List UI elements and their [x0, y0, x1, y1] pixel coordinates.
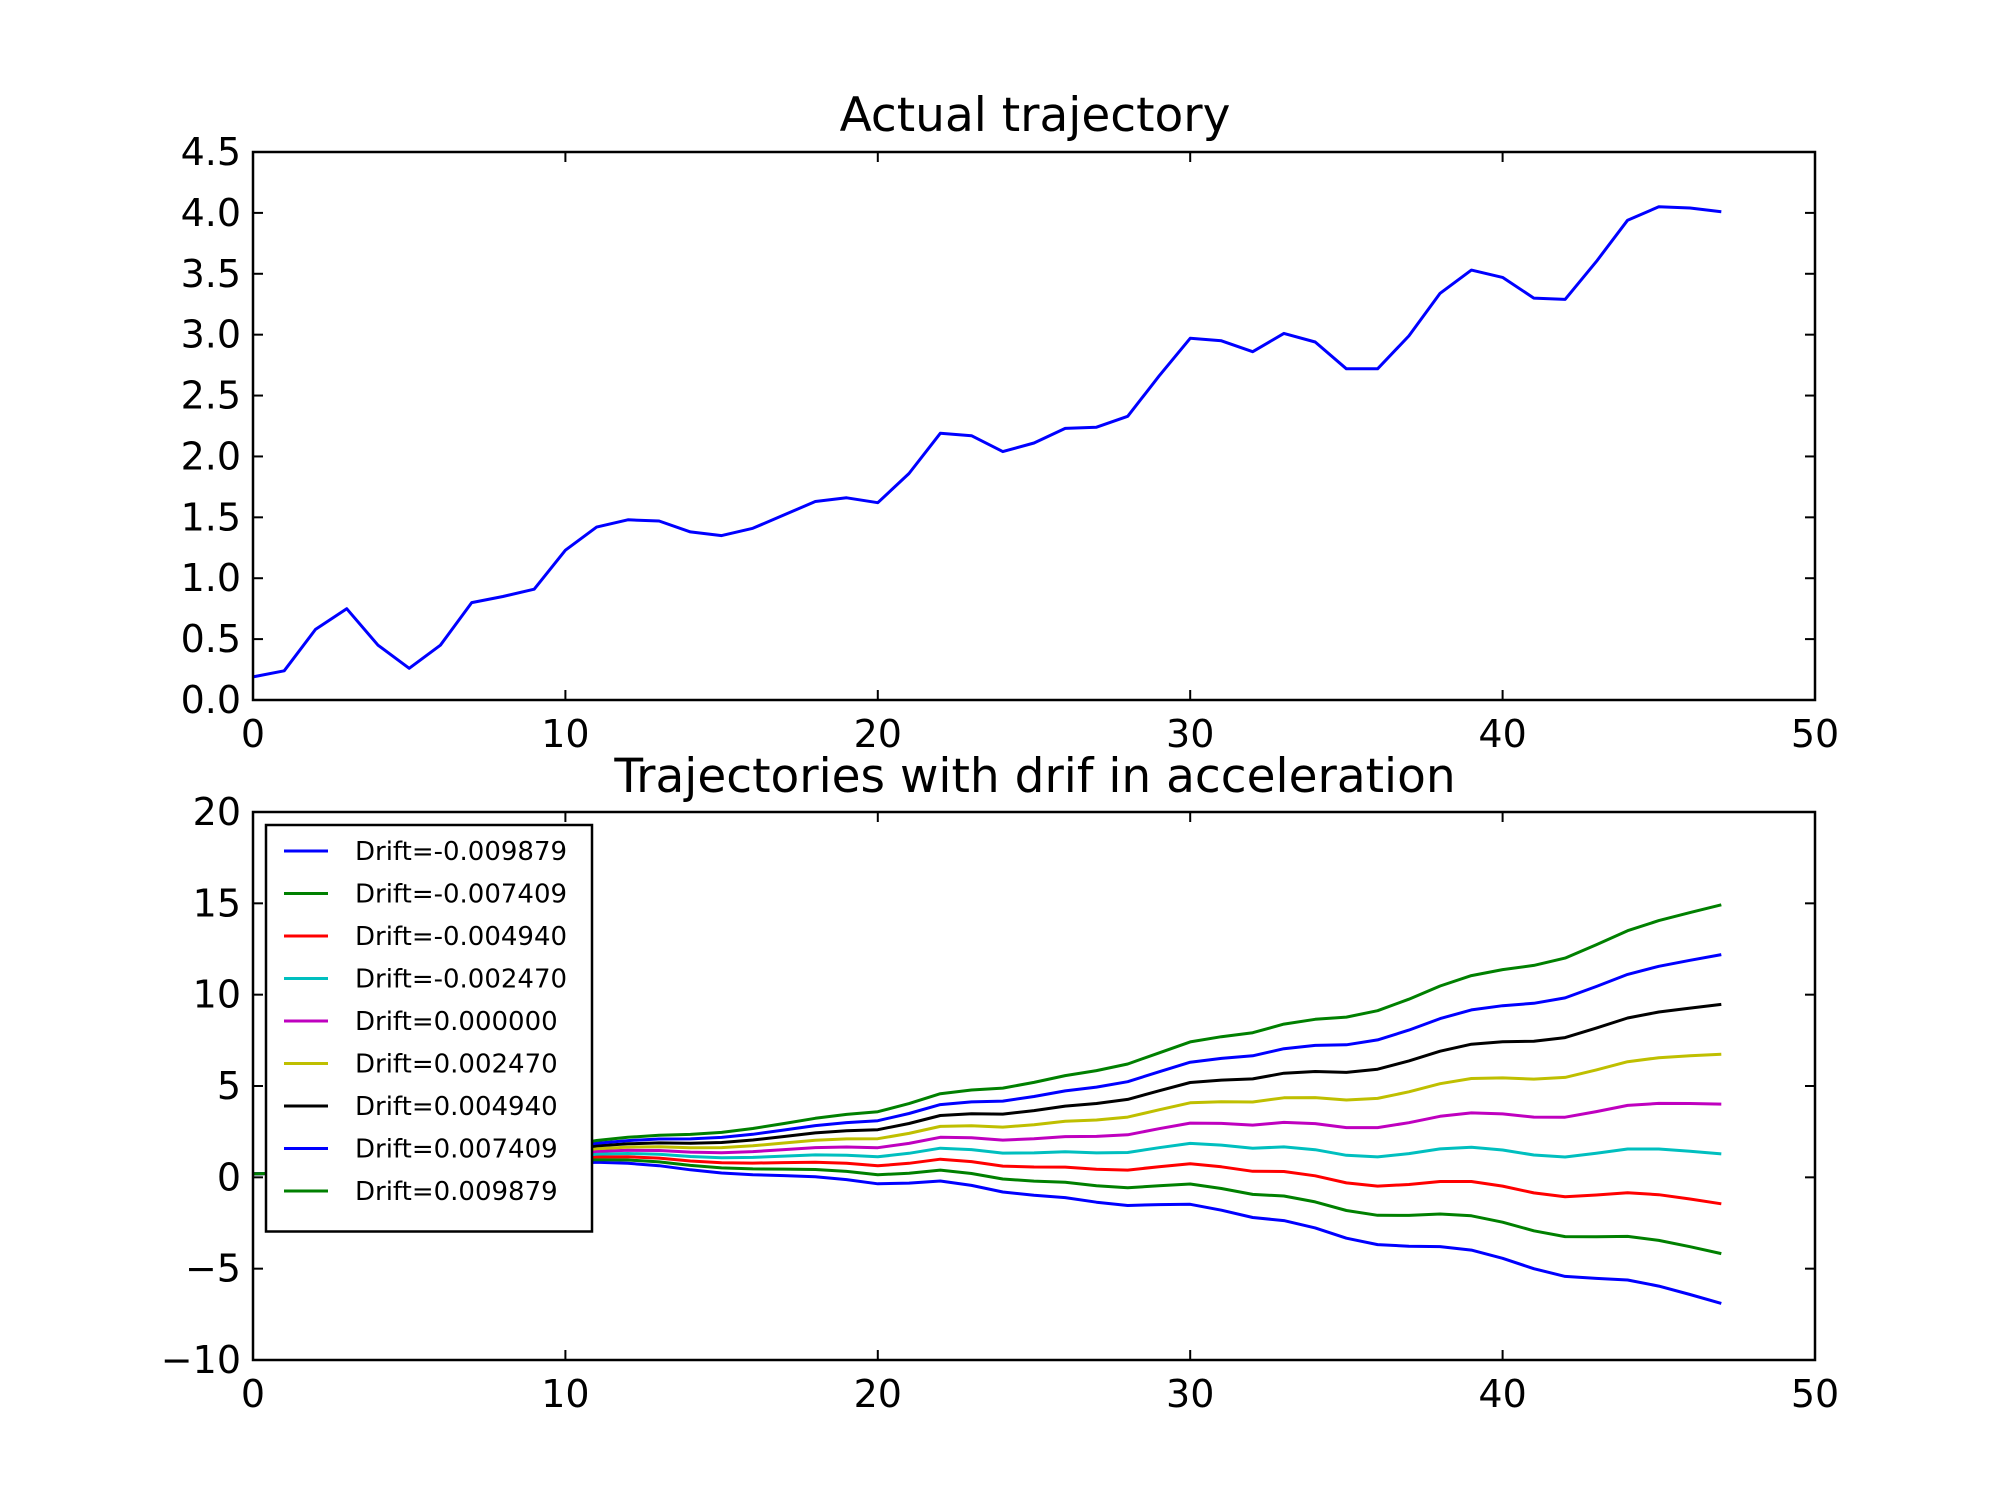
x-tick-label: 20 — [854, 712, 902, 756]
x-tick-label: 0 — [241, 712, 265, 756]
y-tick-label: 4.5 — [181, 130, 241, 174]
tick-layer: 0 10 20 30 40 50 −10 −5 0 5 10 15 20 — [161, 790, 1839, 1416]
y-tick-label: 0 — [217, 1155, 241, 1199]
y-tick-label: 4.0 — [181, 191, 241, 235]
y-tick-label: 3.0 — [181, 313, 241, 357]
legend-label: Drift=-0.002470 — [355, 965, 567, 995]
y-tick-label: −10 — [161, 1338, 241, 1382]
tick-layer: 0 10 20 30 40 50 0.0 0.5 1.0 1.5 2.0 2.5 3.0 3.5 4.0 4.… — [181, 130, 1840, 756]
legend-label: Drift=0.004940 — [355, 1092, 558, 1122]
legend-label: Drift=-0.007409 — [355, 880, 567, 910]
legend: Drift=-0.009879 Drift=-0.007409 Drift=-0.0… — [264, 823, 594, 1233]
x-tick-label: 50 — [1791, 1372, 1839, 1416]
plot-frame — [251, 150, 1817, 702]
y-tick-label: 5 — [217, 1064, 241, 1108]
y-tick-label: 15 — [193, 881, 241, 925]
legend-label: Drift=-0.009879 — [355, 837, 567, 867]
subplot-actual-trajectory: Actual trajectory 0 10 20 30 40 50 0.0 0.5 1.0 1.… — [181, 88, 1840, 756]
x-tick-label: 30 — [1166, 712, 1214, 756]
legend-label: Drift=0.007409 — [355, 1135, 558, 1165]
legend-label: Drift=0.000000 — [355, 1007, 558, 1037]
y-tick-label: 2.0 — [181, 434, 241, 478]
legend-label: Drift=0.009879 — [355, 1177, 558, 1207]
x-tick-label: 0 — [241, 1372, 265, 1416]
subplot-drift-trajectories: Trajectories with drif in acceleration 0… — [161, 749, 1839, 1416]
plot-frame — [251, 810, 1817, 1362]
legend-label: Drift=-0.004940 — [355, 922, 567, 952]
series-layer — [252, 205, 1722, 679]
y-tick-label: 0.5 — [181, 617, 241, 661]
y-tick-label: 1.0 — [181, 556, 241, 600]
x-tick-label: 30 — [1166, 1372, 1214, 1416]
y-tick-label: 10 — [193, 973, 241, 1017]
x-tick-label: 10 — [541, 1372, 589, 1416]
y-tick-label: 3.5 — [181, 252, 241, 296]
x-tick-label: 40 — [1478, 1372, 1526, 1416]
x-tick-label: 40 — [1478, 712, 1526, 756]
x-tick-label: 20 — [854, 1372, 902, 1416]
chart-title-drift-trajectories: Trajectories with drif in acceleration — [613, 749, 1455, 804]
y-tick-label: 20 — [193, 790, 241, 834]
x-tick-label: 10 — [541, 712, 589, 756]
y-tick-label: 2.5 — [181, 374, 241, 418]
y-tick-label: 1.5 — [181, 495, 241, 539]
chart-title-actual-trajectory: Actual trajectory — [840, 88, 1231, 143]
legend-label: Drift=0.002470 — [355, 1050, 558, 1080]
x-tick-label: 50 — [1791, 712, 1839, 756]
y-tick-label: 0.0 — [181, 678, 241, 722]
y-tick-label: −5 — [185, 1247, 241, 1291]
series-line-0 — [252, 205, 1722, 679]
